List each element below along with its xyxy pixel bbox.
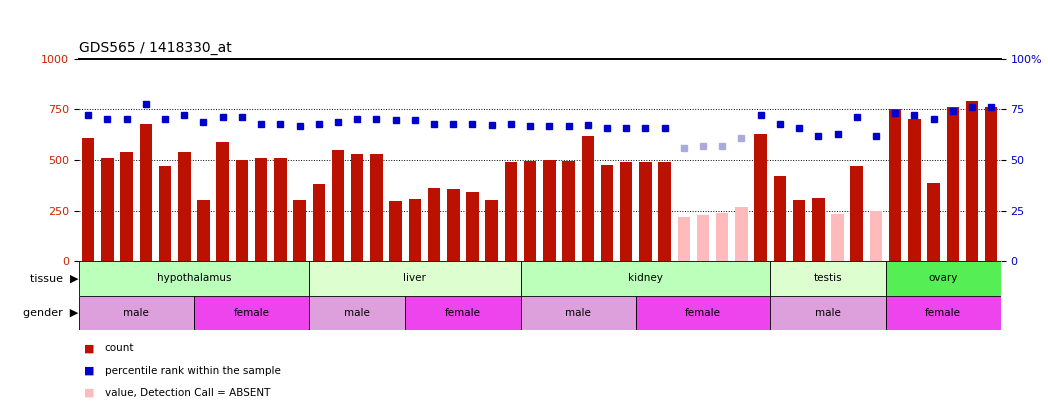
Bar [946,107,959,261]
Bar [889,109,901,261]
Text: female: female [685,308,721,318]
Bar [770,296,886,330]
Bar [851,166,863,261]
Bar [658,162,671,261]
Text: ■: ■ [84,343,94,353]
Bar [197,200,210,261]
Bar [636,296,770,330]
Bar [543,160,555,261]
Bar [351,154,364,261]
Text: male: male [124,308,149,318]
Text: tissue  ▶: tissue ▶ [30,273,79,283]
Bar [716,213,728,261]
Text: female: female [925,308,961,318]
Bar [697,215,709,261]
Text: ■: ■ [84,366,94,375]
Bar [736,207,747,261]
Text: testis: testis [813,273,843,283]
Bar [428,188,440,261]
Bar [178,152,191,261]
Bar [582,136,594,261]
Text: count: count [105,343,134,353]
Bar [639,162,652,261]
Bar [102,158,113,261]
Bar [82,138,94,261]
Bar [812,198,825,261]
Text: male: male [344,308,370,318]
Bar [409,200,421,261]
Bar [601,165,613,261]
Bar [927,183,940,261]
Bar [985,107,998,261]
Bar [309,296,406,330]
Text: ■: ■ [84,388,94,398]
Bar [870,211,882,261]
Text: ovary: ovary [929,273,958,283]
Text: male: male [815,308,840,318]
Bar [886,261,1001,296]
Bar [447,190,459,261]
Text: gender  ▶: gender ▶ [23,308,79,318]
Bar [521,261,770,296]
Bar [79,261,309,296]
Text: percentile rank within the sample: percentile rank within the sample [105,366,281,375]
Text: female: female [234,308,269,318]
Bar [755,134,767,261]
Bar [524,161,537,261]
Text: value, Detection Call = ABSENT: value, Detection Call = ABSENT [105,388,270,398]
Text: kidney: kidney [628,273,662,283]
Bar [521,296,636,330]
Bar [678,217,690,261]
Bar [275,158,286,261]
Bar [793,200,805,261]
Bar [485,200,498,261]
Text: liver: liver [403,273,427,283]
Bar [159,166,171,261]
Bar [309,261,521,296]
Bar [79,296,194,330]
Text: GDS565 / 1418330_at: GDS565 / 1418330_at [79,40,232,55]
Bar [255,158,267,261]
Bar [505,162,517,261]
Bar [831,214,844,261]
Text: female: female [444,308,481,318]
Text: hypothalamus: hypothalamus [156,273,232,283]
Bar [390,202,401,261]
Bar [466,192,479,261]
Bar [886,296,1001,330]
Bar [139,124,152,261]
Text: male: male [565,308,591,318]
Bar [236,160,248,261]
Bar [406,296,521,330]
Bar [770,261,886,296]
Bar [332,150,344,261]
Bar [121,152,133,261]
Bar [620,162,632,261]
Bar [293,200,306,261]
Bar [217,142,228,261]
Bar [966,101,978,261]
Bar [773,176,786,261]
Bar [370,154,383,261]
Bar [563,161,574,261]
Bar [312,184,325,261]
Bar [909,119,920,261]
Bar [194,296,309,330]
